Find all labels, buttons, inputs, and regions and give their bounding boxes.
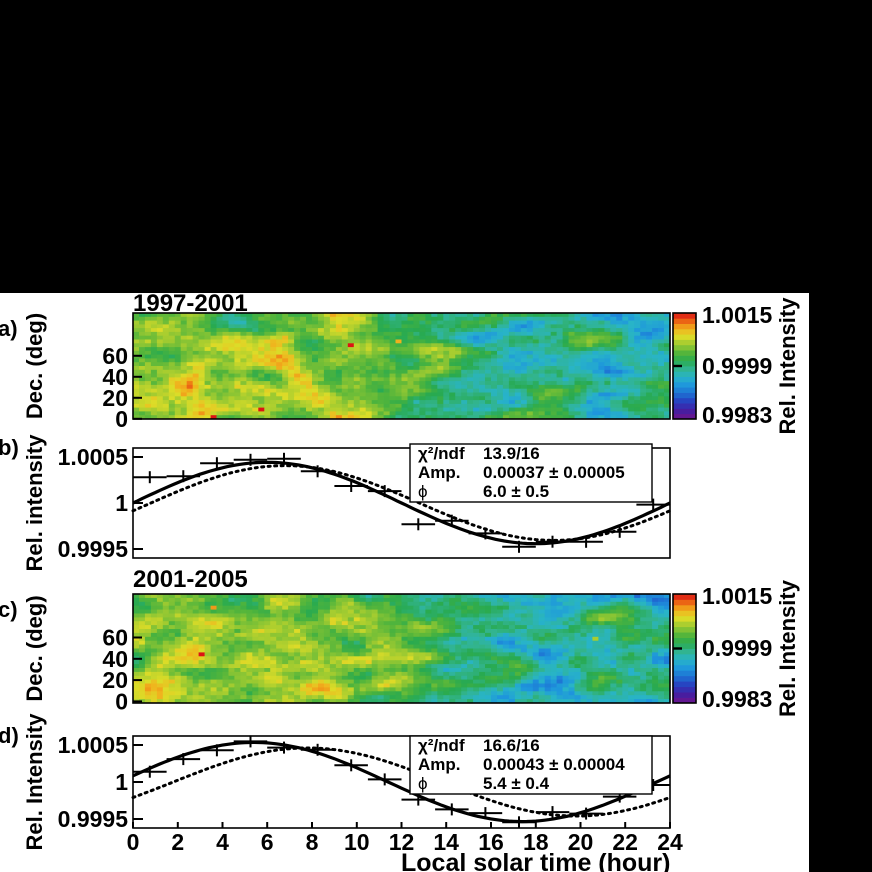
svg-text:ϕ: ϕ: [418, 482, 428, 501]
svg-text:Rel. intensity: Rel. intensity: [22, 434, 47, 572]
svg-text:b): b): [0, 435, 19, 460]
svg-text:0.9995: 0.9995: [58, 536, 129, 562]
svg-text:1997-2001: 1997-2001: [133, 290, 248, 317]
svg-text:13.9/16: 13.9/16: [483, 444, 540, 463]
svg-text:0.9999: 0.9999: [702, 353, 772, 379]
svg-text:1.0015: 1.0015: [702, 302, 773, 328]
svg-text:Dec. (deg): Dec. (deg): [22, 313, 47, 419]
svg-text:1: 1: [115, 490, 128, 516]
svg-text:0.00037 ± 0.00005: 0.00037 ± 0.00005: [483, 463, 625, 482]
svg-text:χ²/ndf: χ²/ndf: [418, 444, 465, 463]
svg-text:a): a): [0, 316, 18, 341]
svg-text:1.0005: 1.0005: [58, 444, 129, 470]
svg-text:0: 0: [115, 406, 128, 432]
svg-text:Rel. Intensity: Rel. Intensity: [775, 297, 800, 435]
svg-text:0.9983: 0.9983: [702, 402, 772, 428]
svg-text:Amp.: Amp.: [418, 463, 461, 482]
svg-text:6.0 ± 0.5: 6.0 ± 0.5: [483, 482, 549, 501]
